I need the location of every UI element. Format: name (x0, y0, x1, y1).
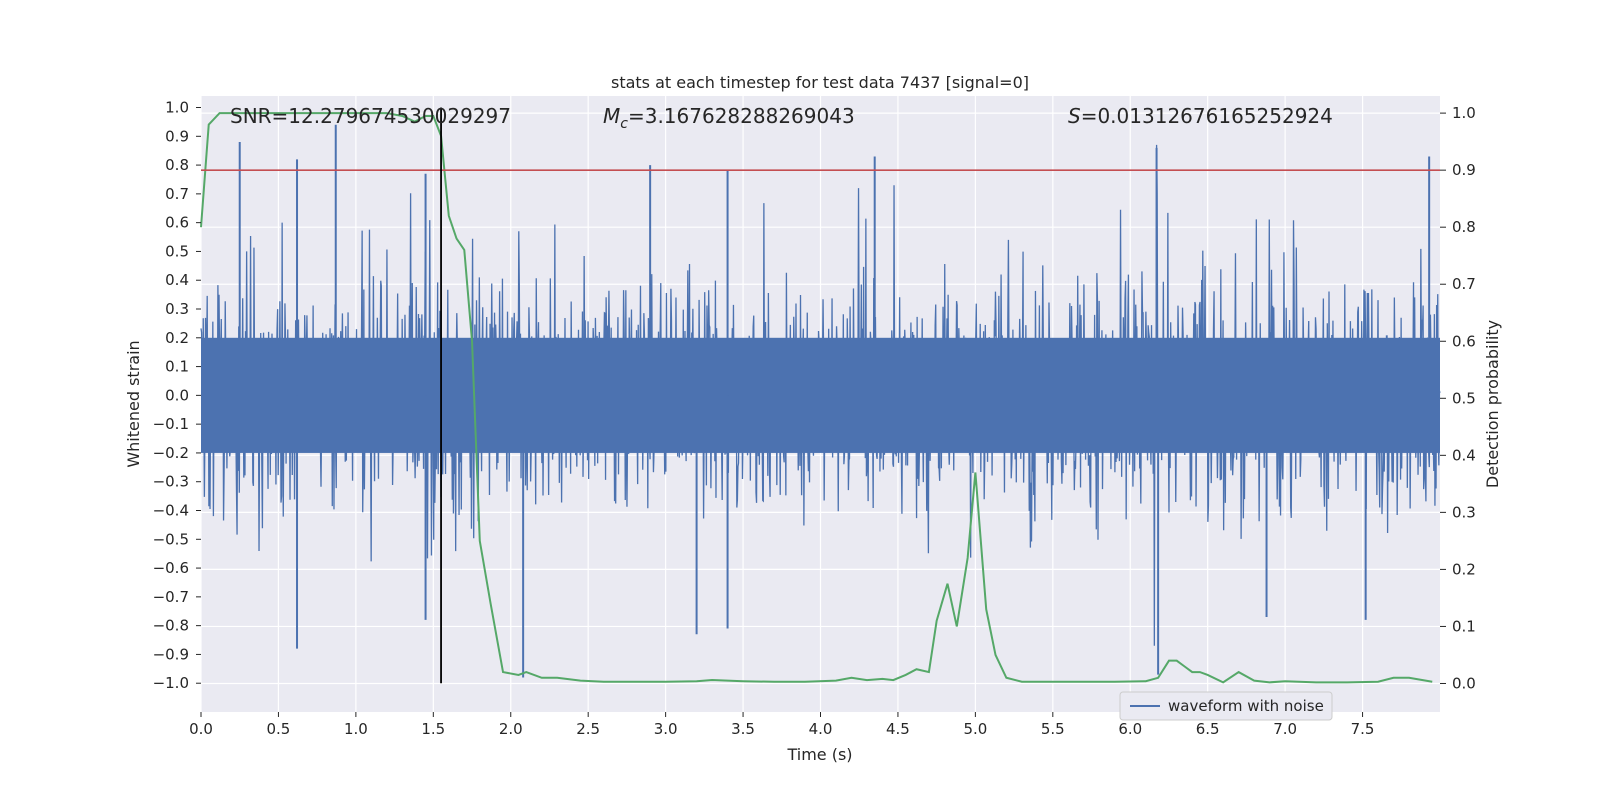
y-right-tick-label: 1.0 (1452, 104, 1476, 122)
x-axis-ticks: 0.0 0.5 1.0 1.5 2.0 2.5 3.0 3.5 4.0 4.5 5.0 5.5 6.0 6… (189, 712, 1374, 738)
y-right-tick-label: 0.1 (1452, 617, 1476, 635)
y-left-tick-label: −1.0 (153, 674, 189, 692)
y-left-tick-label: −0.3 (153, 473, 189, 491)
x-tick-label: 5.5 (1041, 720, 1065, 738)
y-right-tick-label: 0.6 (1452, 332, 1476, 350)
mc-symbol: M (603, 104, 620, 128)
y-left-tick-label: 0.7 (165, 185, 189, 203)
y-left-tick-label: 0.4 (165, 271, 189, 289)
y-right-tick-label: 0.2 (1452, 560, 1476, 578)
legend: waveform with noise (1119, 691, 1333, 721)
y-right-tick-label: 0.5 (1452, 389, 1476, 407)
y-left-tick-label: −0.4 (153, 502, 189, 520)
y-right-tick-label: 0.0 (1452, 674, 1476, 692)
s-value: =0.01312676165252924 (1081, 104, 1333, 128)
y-left-tick-label: 0.8 (165, 156, 189, 174)
y-left-tick-label: 0.1 (165, 358, 189, 376)
x-tick-label: 1.5 (421, 720, 445, 738)
y-right-tick-label: 0.9 (1452, 161, 1476, 179)
x-tick-label: 3.0 (654, 720, 678, 738)
x-tick-label: 7.0 (1273, 720, 1297, 738)
mc-value: =3.167628288269043 (628, 104, 855, 128)
y-right-tick-label: 0.7 (1452, 275, 1476, 293)
y-left-tick-label: −0.6 (153, 559, 189, 577)
overlays (201, 107, 1440, 684)
x-tick-label: 5.0 (963, 720, 987, 738)
x-tick-label: 4.0 (809, 720, 833, 738)
y-left-axis-ticks: 1.0 0.9 0.8 0.7 0.6 0.5 0.4 0.3 0.2 0.1 0.0 −0.1 −0.… (153, 99, 201, 692)
y-left-tick-label: 0.2 (165, 329, 189, 347)
y-left-axis-label: Whitened strain (124, 340, 143, 467)
x-tick-label: 3.5 (731, 720, 755, 738)
y-right-tick-label: 0.4 (1452, 446, 1476, 464)
x-tick-label: 6.0 (1118, 720, 1142, 738)
x-axis-label: Time (s) (786, 745, 852, 764)
y-left-tick-label: −0.5 (153, 530, 189, 548)
chirp-mass-annotation: Mc=3.167628288269043 (603, 104, 855, 132)
y-left-tick-label: −0.7 (153, 588, 189, 606)
y-left-tick-label: 0.9 (165, 127, 189, 145)
x-tick-label: 2.0 (499, 720, 523, 738)
s-symbol: S (1068, 104, 1081, 128)
x-tick-label: 2.5 (576, 720, 600, 738)
x-tick-label: 1.0 (344, 720, 368, 738)
y-right-axis-label: Detection probability (1483, 320, 1502, 488)
score-annotation: S=0.01312676165252924 (1068, 104, 1333, 128)
y-left-tick-label: −0.9 (153, 645, 189, 663)
x-tick-label: 0.0 (189, 720, 213, 738)
waveform-series (200, 124, 1441, 678)
mc-subscript: c (620, 116, 628, 132)
y-left-tick-label: −0.2 (153, 444, 189, 462)
x-tick-label: 4.5 (886, 720, 910, 738)
y-left-tick-label: −0.1 (153, 415, 189, 433)
y-right-tick-label: 0.8 (1452, 218, 1476, 236)
probability-series (200, 112, 1433, 684)
chart-title: stats at each timestep for test data 743… (611, 73, 1029, 92)
y-left-tick-label: 0.0 (165, 386, 189, 404)
y-left-tick-label: 0.5 (165, 242, 189, 260)
y-right-tick-label: 0.3 (1452, 503, 1476, 521)
waveform-dense-core (201, 337, 1440, 453)
y-left-tick-label: 0.6 (165, 214, 189, 232)
x-tick-label: 7.5 (1351, 720, 1375, 738)
y-right-axis-ticks: 1.0 0.9 0.8 0.7 0.6 0.5 0.4 0.3 0.2 0.1 0.0 (1440, 104, 1476, 692)
y-left-tick-label: 1.0 (165, 99, 189, 117)
legend-box (1119, 691, 1333, 721)
snr-annotation: SNR=12.279674530029297 (230, 104, 511, 128)
legend-label-waveform: waveform with noise (1168, 697, 1324, 715)
probability-line (200, 112, 1433, 684)
x-tick-label: 6.5 (1196, 720, 1220, 738)
y-left-tick-label: 0.3 (165, 300, 189, 318)
x-tick-label: 0.5 (267, 720, 291, 738)
y-left-tick-label: −0.8 (153, 617, 189, 635)
